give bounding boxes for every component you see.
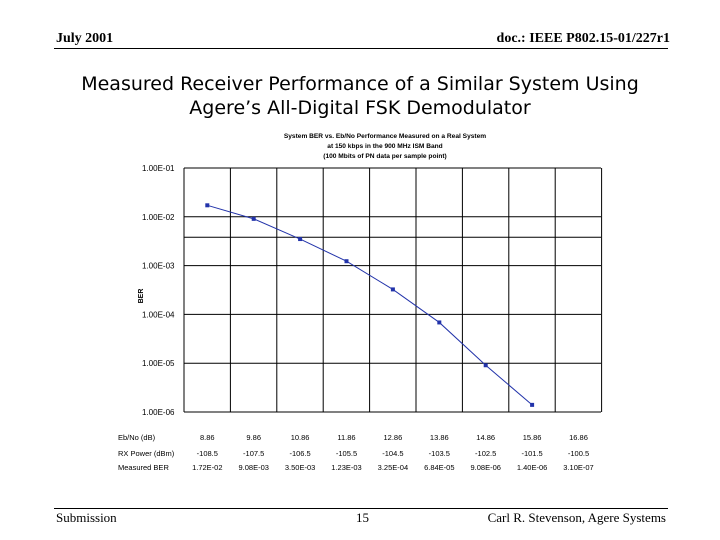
y-tick-label: 1.00E-04 — [142, 310, 175, 319]
table-cell: -103.5 — [429, 449, 450, 458]
table-cell: 16.86 — [569, 433, 588, 442]
table-cell: 1.72E-02 — [192, 463, 222, 472]
ber-data-point — [437, 320, 442, 325]
table-cell: 3.50E-03 — [285, 463, 315, 472]
ber-data-point — [530, 402, 535, 407]
footer-rule — [54, 508, 668, 509]
table-cell: 13.86 — [430, 433, 449, 442]
table-cell: 9.86 — [246, 433, 261, 442]
table-cell: -100.5 — [568, 449, 589, 458]
chart-title-line-3: (100 Mbits of PN data per sample point) — [323, 153, 447, 160]
y-tick-label: 1.00E-02 — [142, 213, 175, 222]
footer-page-number: 15 — [356, 510, 369, 525]
table-cell: -108.5 — [197, 449, 218, 458]
table-cell: 9.08E-06 — [470, 463, 500, 472]
table-cell: -105.5 — [336, 449, 357, 458]
slide-title-line-1: Measured Receiver Performance of a Simil… — [81, 73, 639, 95]
table-cell: -107.5 — [243, 449, 264, 458]
table-cell: 9.08E-03 — [238, 463, 268, 472]
table-cell: -102.5 — [475, 449, 496, 458]
chart-title-line-2: at 150 kbps in the 900 MHz ISM Band — [327, 143, 443, 150]
table-row-label: Measured BER — [118, 463, 169, 472]
header-doc-id: doc.: IEEE P802.15-01/227r1 — [496, 31, 670, 46]
header-rule — [54, 48, 668, 49]
table-cell: 12.86 — [384, 433, 403, 442]
table-cell: -106.5 — [289, 449, 310, 458]
ber-data-point — [251, 216, 256, 221]
ber-data-point — [298, 237, 303, 242]
table-cell: 3.10E-07 — [563, 463, 593, 472]
ber-data-point — [344, 259, 349, 264]
chart-title: System BER vs. Eb/No Performance Measure… — [230, 132, 540, 162]
y-axis-label: BER — [138, 289, 145, 304]
table-cell: 11.86 — [337, 433, 355, 442]
table-cell: 6.84E-05 — [424, 463, 454, 472]
table-cell: 10.86 — [291, 433, 310, 442]
table-row-label: RX Power (dBm) — [118, 449, 175, 458]
ber-data-point — [205, 203, 210, 208]
table-cell: 15.86 — [523, 433, 542, 442]
footer-submission: Submission — [56, 510, 117, 525]
ber-series-line — [207, 204, 533, 406]
table-cell: 1.40E-06 — [517, 463, 547, 472]
ber-data-point — [483, 363, 488, 368]
table-cell: 8.86 — [200, 433, 215, 442]
table-cell: 3.25E-04 — [378, 463, 408, 472]
slide-title-line-2: Agere’s All-Digital FSK Demodulator — [189, 97, 531, 119]
y-tick-label: 1.00E-03 — [142, 262, 175, 271]
table-cell: 1.23E-03 — [331, 463, 361, 472]
ber-data-point — [390, 287, 395, 292]
chart-title-line-1: System BER vs. Eb/No Performance Measure… — [283, 133, 487, 140]
header-date: July 2001 — [56, 31, 114, 46]
table-cell: 14.86 — [476, 433, 495, 442]
y-tick-label: 1.00E-05 — [142, 359, 175, 368]
slide-title: Measured Receiver Performance of a Simil… — [0, 72, 720, 120]
y-tick-label: 1.00E-06 — [142, 408, 175, 417]
y-tick-label: 1.00E-01 — [142, 164, 175, 173]
footer-author: Carl R. Stevenson, Agere Systems — [487, 510, 666, 525]
table-row-label: Eb/No (dB) — [118, 433, 156, 442]
table-cell: -101.5 — [521, 449, 542, 458]
table-cell: -104.5 — [382, 449, 403, 458]
